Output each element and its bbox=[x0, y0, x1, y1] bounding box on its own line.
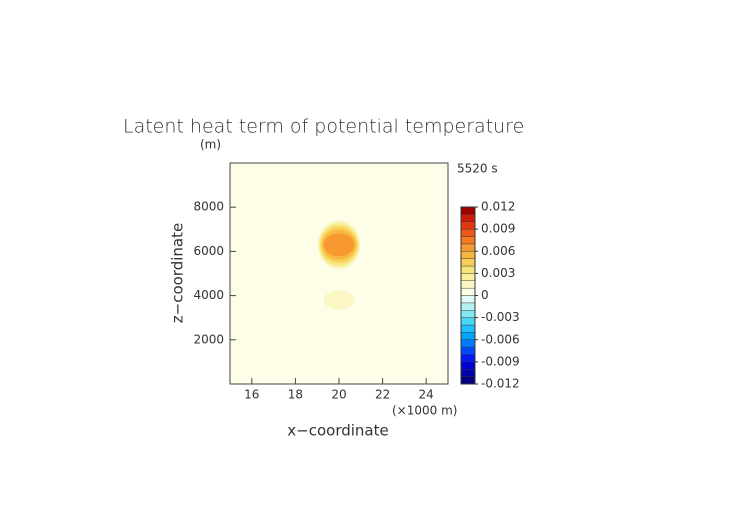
colorbar-band bbox=[460, 302, 476, 311]
y-tick-label: 8000 bbox=[193, 200, 224, 214]
colorbar-band bbox=[460, 236, 476, 245]
colorbar-tick-label: 0 bbox=[481, 288, 489, 302]
colorbar-tick-label: -0.009 bbox=[481, 354, 520, 368]
colorbar-band bbox=[460, 228, 476, 237]
colorbar-band bbox=[460, 376, 476, 385]
y-tick-label: 6000 bbox=[193, 244, 224, 258]
y-tick-label: 4000 bbox=[193, 288, 224, 302]
colorbar-band bbox=[460, 354, 476, 363]
time-label: 5520 s bbox=[457, 162, 498, 176]
colorbar-tick-label: -0.006 bbox=[481, 332, 520, 346]
colorbar-tick-label: 0.009 bbox=[481, 222, 515, 236]
colorbar-band bbox=[460, 265, 476, 274]
chart-title: Latent heat term of potential temperatur… bbox=[123, 116, 524, 138]
colorbar-band bbox=[460, 280, 476, 289]
colorbar-band bbox=[460, 273, 476, 281]
colorbar-band bbox=[460, 258, 476, 267]
colorbar-band bbox=[460, 287, 476, 296]
x-tick-label: 24 bbox=[419, 388, 434, 402]
colorbar-band bbox=[460, 243, 476, 252]
field-background bbox=[230, 163, 448, 384]
colorbar-tick-label: -0.003 bbox=[481, 310, 520, 324]
colorbar-tick-label: 0.012 bbox=[481, 200, 515, 214]
colorbar-band bbox=[460, 332, 476, 340]
x-tick-label: 18 bbox=[288, 388, 303, 402]
colorbar-band bbox=[460, 310, 476, 318]
colorbar-band bbox=[460, 214, 476, 222]
contour-band bbox=[323, 290, 355, 310]
colorbar-band bbox=[460, 221, 476, 230]
colorbar-band bbox=[460, 361, 476, 370]
y-unit: (m) bbox=[200, 138, 221, 152]
x-unit: (×1000 m) bbox=[392, 404, 457, 418]
x-tick-label: 22 bbox=[375, 388, 390, 402]
colorbar-tick-label: 0.003 bbox=[481, 266, 515, 280]
colorbar-band bbox=[460, 369, 476, 377]
y-axis-label: z−coordinate bbox=[169, 223, 187, 323]
colorbar-band bbox=[460, 251, 476, 259]
x-tick-label: 16 bbox=[244, 388, 259, 402]
colorbar-tick-label: 0.006 bbox=[481, 244, 515, 258]
contour-band bbox=[323, 233, 355, 257]
colorbar-band bbox=[460, 346, 476, 355]
y-tick-label: 2000 bbox=[193, 332, 224, 346]
colorbar-band bbox=[460, 317, 476, 326]
x-tick-label: 20 bbox=[331, 388, 346, 402]
colorbar-band bbox=[460, 295, 476, 304]
colorbar-band bbox=[460, 339, 476, 348]
x-axis-label: x−coordinate bbox=[287, 422, 388, 440]
colorbar-band bbox=[460, 324, 476, 333]
colorbar-band bbox=[460, 206, 476, 215]
colorbar-tick-label: -0.012 bbox=[481, 377, 520, 391]
